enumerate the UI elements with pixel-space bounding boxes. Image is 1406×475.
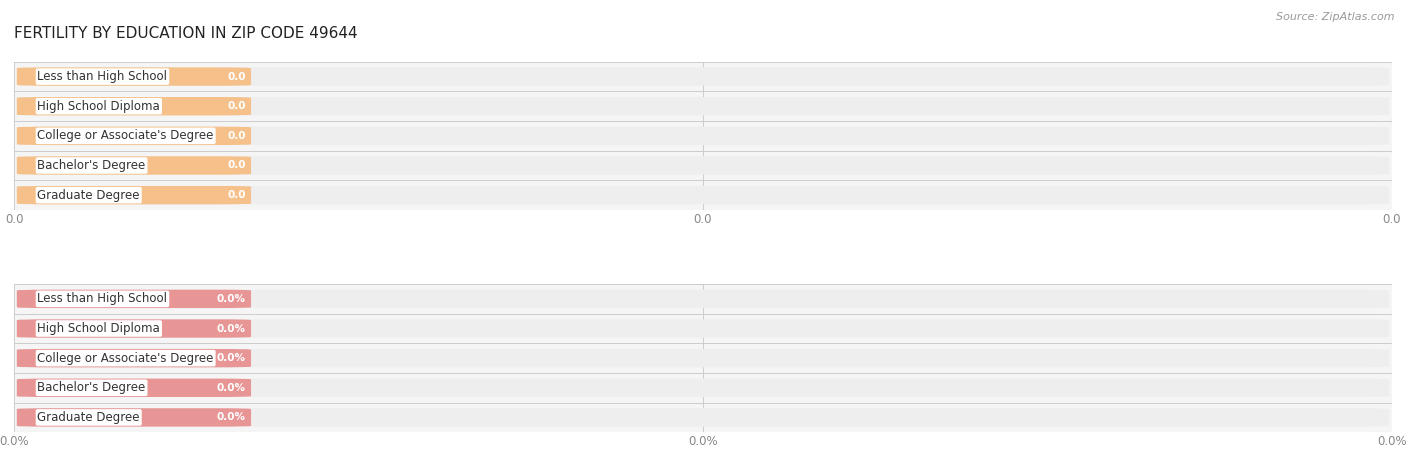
FancyBboxPatch shape	[17, 67, 1389, 86]
FancyBboxPatch shape	[17, 97, 1389, 115]
Text: Graduate Degree: Graduate Degree	[38, 411, 141, 424]
Text: 0.0: 0.0	[226, 72, 246, 82]
Text: Bachelor's Degree: Bachelor's Degree	[38, 381, 146, 394]
Text: 0.0%: 0.0%	[217, 323, 246, 333]
FancyBboxPatch shape	[17, 186, 252, 204]
FancyBboxPatch shape	[17, 349, 252, 367]
Text: 0.0%: 0.0%	[217, 412, 246, 422]
FancyBboxPatch shape	[17, 186, 1389, 204]
FancyBboxPatch shape	[17, 156, 1389, 175]
FancyBboxPatch shape	[17, 97, 252, 115]
FancyBboxPatch shape	[17, 319, 252, 338]
Text: Source: ZipAtlas.com: Source: ZipAtlas.com	[1277, 12, 1395, 22]
FancyBboxPatch shape	[17, 290, 252, 308]
FancyBboxPatch shape	[17, 127, 1389, 145]
Text: 0.0: 0.0	[226, 190, 246, 200]
FancyBboxPatch shape	[17, 156, 252, 175]
Text: 0.0%: 0.0%	[217, 383, 246, 393]
Text: High School Diploma: High School Diploma	[38, 100, 160, 113]
Text: Less than High School: Less than High School	[38, 293, 167, 305]
Text: College or Associate's Degree: College or Associate's Degree	[38, 352, 214, 365]
FancyBboxPatch shape	[17, 408, 1389, 427]
Text: 0.0: 0.0	[226, 161, 246, 171]
FancyBboxPatch shape	[17, 349, 1389, 367]
FancyBboxPatch shape	[17, 379, 252, 397]
FancyBboxPatch shape	[17, 379, 1389, 397]
Text: Less than High School: Less than High School	[38, 70, 167, 83]
Text: College or Associate's Degree: College or Associate's Degree	[38, 129, 214, 142]
FancyBboxPatch shape	[17, 127, 252, 145]
Text: Graduate Degree: Graduate Degree	[38, 189, 141, 201]
Text: 0.0%: 0.0%	[217, 353, 246, 363]
Text: FERTILITY BY EDUCATION IN ZIP CODE 49644: FERTILITY BY EDUCATION IN ZIP CODE 49644	[14, 26, 357, 41]
Text: High School Diploma: High School Diploma	[38, 322, 160, 335]
Text: 0.0%: 0.0%	[217, 294, 246, 304]
FancyBboxPatch shape	[17, 319, 1389, 338]
Text: 0.0: 0.0	[226, 131, 246, 141]
Text: 0.0: 0.0	[226, 101, 246, 111]
Text: Bachelor's Degree: Bachelor's Degree	[38, 159, 146, 172]
FancyBboxPatch shape	[17, 67, 252, 86]
FancyBboxPatch shape	[17, 408, 252, 427]
FancyBboxPatch shape	[17, 290, 1389, 308]
